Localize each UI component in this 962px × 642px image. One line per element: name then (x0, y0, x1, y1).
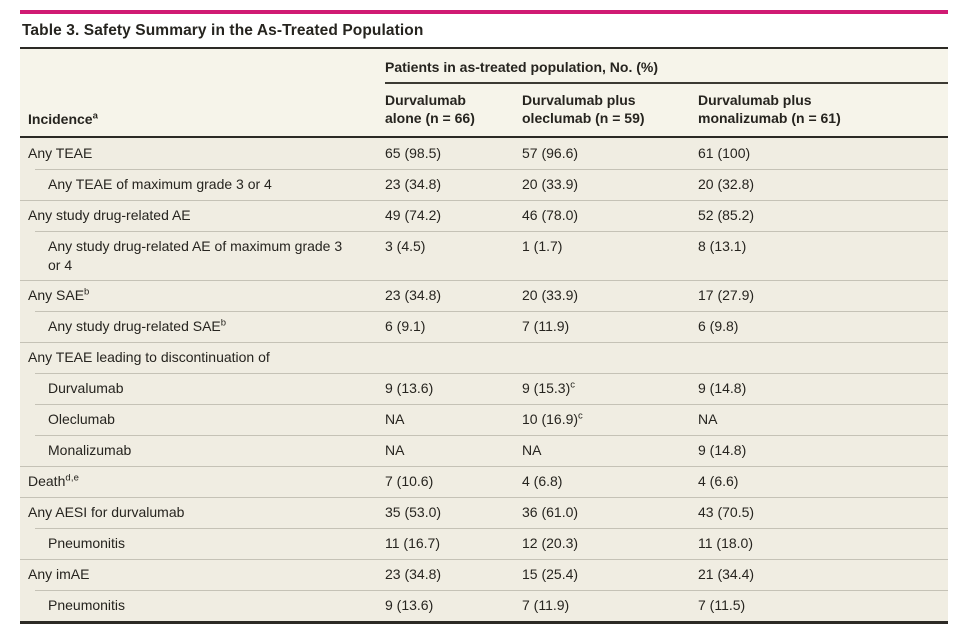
table-row: Any study drug-related AE of maximum gra… (20, 231, 948, 280)
value-durvalumab-alone: 23 (34.8) (385, 287, 442, 304)
table-row: Monalizumab NA NA 9 (14.8) (20, 435, 948, 466)
table-row: Pneumonitis 9 (13.6) 7 (11.9) 7 (11.5) (20, 590, 948, 621)
table-row: Any SAEb 23 (34.8) 20 (33.9) 17 (27.9) (20, 280, 948, 311)
paper-table-figure: Table 3. Safety Summary in the As-Treate… (20, 10, 948, 624)
table-row: Any study drug-related AE 49 (74.2) 46 (… (20, 200, 948, 231)
table-row: Any AESI for durvalumab 35 (53.0) 36 (61… (20, 497, 948, 528)
table-title: Table 3. Safety Summary in the As-Treate… (22, 22, 424, 39)
value-durvalumab-monalizumab: NA (698, 411, 718, 428)
value-durvalumab-alone: NA (385, 442, 405, 459)
value-durvalumab-monalizumab: 6 (9.8) (698, 318, 739, 335)
value-durvalumab-monalizumab: 20 (32.8) (698, 176, 755, 193)
value-durvalumab-oleclumab: 36 (61.0) (522, 504, 579, 521)
row-label: Any TEAE of maximum grade 3 or 4 (48, 176, 272, 193)
column-header-durvalumab-oleclumab: Durvalumab plus oleclumab (n = 59) (522, 91, 645, 126)
table-row: Any study drug-related SAEb 6 (9.1) 7 (1… (20, 311, 948, 342)
value-durvalumab-oleclumab: 10 (16.9)c (522, 410, 583, 428)
table-row: Durvalumab 9 (13.6) 9 (15.3)c 9 (14.8) (20, 373, 948, 404)
value-durvalumab-alone: NA (385, 411, 405, 428)
row-label: Durvalumab (48, 380, 124, 397)
row-label-superscript: d,e (65, 472, 80, 484)
value-durvalumab-alone: 11 (16.7) (385, 535, 440, 552)
table-accent-bar (20, 10, 948, 14)
value-durvalumab-alone (385, 348, 522, 368)
row-label: Any study drug-related SAEb (48, 317, 227, 335)
row-label: Any TEAE leading to discontinuation of (28, 349, 270, 366)
value-durvalumab-oleclumab: 4 (6.8) (522, 473, 563, 490)
table-row: Oleclumab NA 10 (16.9)c NA (20, 404, 948, 435)
table-row: Any imAE 23 (34.8) 15 (25.4) 21 (34.4) (20, 559, 948, 590)
row-label: Any TEAE (28, 145, 93, 162)
value-durvalumab-alone: 6 (9.1) (385, 318, 426, 335)
table-row: Deathd,e 7 (10.6) 4 (6.8) 4 (6.6) (20, 466, 948, 497)
row-header-cell: Incidencea (20, 49, 385, 136)
column-header-durvalumab-monalizumab: Durvalumab plus monalizumab (n = 61) (698, 91, 841, 126)
spanner-area: Patients in as-treated population, No. (… (385, 49, 948, 136)
value-durvalumab-oleclumab: 7 (11.9) (522, 597, 570, 614)
row-label: Any SAEb (28, 286, 90, 304)
value-durvalumab-oleclumab: 46 (78.0) (522, 207, 579, 224)
table-body: Any TEAE 65 (98.5) 57 (96.6) 61 (100) An… (20, 138, 948, 622)
value-durvalumab-monalizumab: 9 (14.8) (698, 442, 747, 459)
value-durvalumab-oleclumab: 12 (20.3) (522, 535, 579, 552)
table-row: Any TEAE 65 (98.5) 57 (96.6) 61 (100) (20, 138, 948, 169)
row-label: Any AESI for durvalumab (28, 504, 185, 521)
value-durvalumab-monalizumab: 21 (34.4) (698, 566, 755, 583)
value-durvalumab-monalizumab: 52 (85.2) (698, 207, 755, 224)
value-durvalumab-oleclumab: 15 (25.4) (522, 566, 579, 583)
value-durvalumab-oleclumab: 9 (15.3)c (522, 379, 576, 397)
row-label: Oleclumab (48, 411, 115, 428)
value-durvalumab-oleclumab (522, 348, 698, 368)
row-label-superscript: b (84, 286, 90, 298)
row-label: Deathd,e (28, 472, 80, 490)
row-label: Pneumonitis (48, 597, 126, 614)
table-row: Any TEAE of maximum grade 3 or 4 23 (34.… (20, 169, 948, 200)
value-durvalumab-oleclumab: 1 (1.7) (522, 238, 563, 255)
table-row: Pneumonitis 11 (16.7) 12 (20.3) 11 (18.0… (20, 528, 948, 559)
row-label: Any imAE (28, 566, 90, 583)
row-label-superscript: b (220, 317, 227, 329)
column-headers: Durvalumab alone (n = 66) Durvalumab plu… (385, 84, 948, 136)
table-bottom-rule (20, 621, 948, 624)
value-durvalumab-alone: 7 (10.6) (385, 473, 434, 490)
value-durvalumab-oleclumab: 7 (11.9) (522, 318, 570, 335)
value-durvalumab-monalizumab: 7 (11.5) (698, 597, 746, 614)
value-durvalumab-monalizumab: 61 (100) (698, 145, 751, 162)
value-durvalumab-alone: 23 (34.8) (385, 176, 442, 193)
row-label: Pneumonitis (48, 535, 126, 552)
value-durvalumab-oleclumab: 57 (96.6) (522, 145, 579, 162)
value-durvalumab-alone: 35 (53.0) (385, 504, 442, 521)
table-row: Any TEAE leading to discontinuation of (20, 342, 948, 373)
value-durvalumab-alone: 9 (13.6) (385, 380, 434, 397)
column-header-durvalumab-alone: Durvalumab alone (n = 66) (385, 91, 475, 126)
value-durvalumab-alone: 65 (98.5) (385, 145, 442, 162)
value-durvalumab-alone: 3 (4.5) (385, 238, 426, 255)
value-durvalumab-monalizumab: 9 (14.8) (698, 380, 747, 397)
value-durvalumab-monalizumab (698, 348, 948, 368)
value-durvalumab-monalizumab: 4 (6.6) (698, 473, 739, 490)
spanner-rule (385, 82, 948, 84)
value-durvalumab-monalizumab: 11 (18.0) (698, 535, 753, 552)
value-durvalumab-alone: 49 (74.2) (385, 207, 442, 224)
spanner-label: Patients in as-treated population, No. (… (385, 59, 659, 75)
title-rule (20, 47, 948, 49)
value-durvalumab-alone: 9 (13.6) (385, 597, 434, 614)
value-durvalumab-monalizumab: 17 (27.9) (698, 287, 755, 304)
row-header-superscript: a (92, 110, 99, 122)
value-durvalumab-alone: 23 (34.8) (385, 566, 442, 583)
row-label: Monalizumab (48, 442, 132, 459)
table-header: Incidencea Patients in as-treated popula… (20, 49, 948, 136)
row-label: Any study drug-related AE of maximum gra… (48, 238, 343, 274)
value-durvalumab-oleclumab: 20 (33.9) (522, 287, 579, 304)
value-durvalumab-monalizumab: 43 (70.5) (698, 504, 755, 521)
row-header-label: Incidencea (28, 110, 99, 127)
value-durvalumab-oleclumab: NA (522, 442, 542, 459)
value-durvalumab-monalizumab: 8 (13.1) (698, 238, 747, 255)
row-label: Any study drug-related AE (28, 207, 191, 224)
value-durvalumab-oleclumab: 20 (33.9) (522, 176, 579, 193)
header-body-rule (20, 135, 948, 139)
